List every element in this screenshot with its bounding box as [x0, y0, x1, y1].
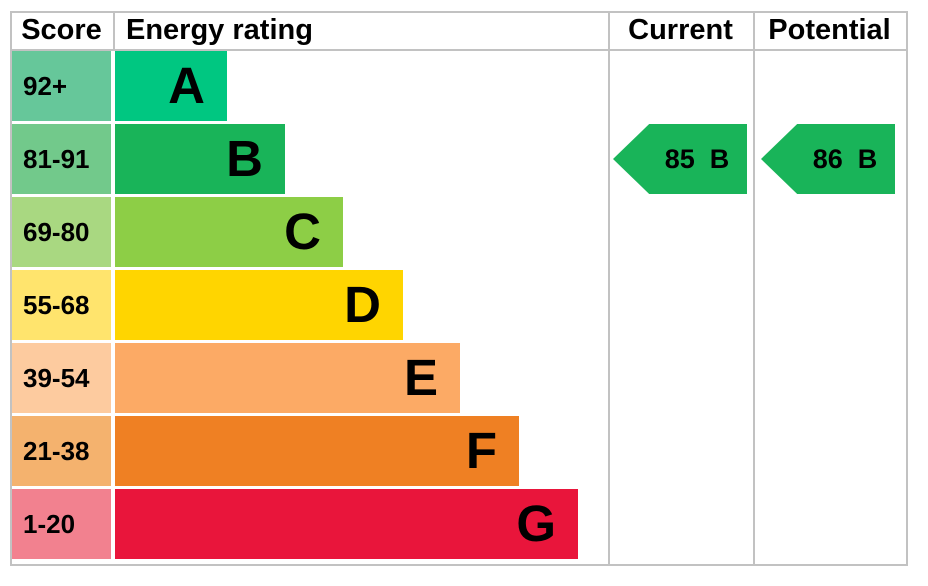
energy-rating-column-header: Energy rating	[126, 14, 313, 46]
band-row: 1-20 G	[0, 489, 928, 559]
potential-rating-value: 86	[812, 143, 843, 174]
current-rating-band: B	[709, 143, 730, 174]
band-row: 55-68 D	[0, 270, 928, 340]
score-range-label: 39-54	[23, 363, 90, 393]
rating-letter: B	[226, 130, 263, 187]
score-range-label: 21-38	[23, 436, 90, 466]
score-cell: 92+	[12, 51, 111, 121]
potential-column-header: Potential	[768, 14, 891, 46]
table-border-top	[10, 11, 908, 13]
score-column-divider	[113, 11, 115, 49]
rating-bar: F	[115, 416, 519, 486]
current-column-header: Current	[628, 14, 733, 46]
rating-letter: D	[344, 276, 381, 333]
rating-bar: A	[115, 51, 227, 121]
band-row: 81-91 B	[0, 124, 928, 194]
rating-bar: E	[115, 343, 460, 413]
score-cell: 21-38	[12, 416, 111, 486]
current-column-divider	[608, 11, 610, 566]
score-range-label: 1-20	[23, 509, 76, 539]
score-cell: 39-54	[12, 343, 111, 413]
band-row: 21-38 F	[0, 416, 928, 486]
potential-column-divider	[753, 11, 755, 566]
rating-bar: C	[115, 197, 343, 267]
score-cell: 81-91	[12, 124, 111, 194]
rating-bar: B	[115, 124, 285, 194]
score-cell: 55-68	[12, 270, 111, 340]
score-range-label: 92+	[23, 71, 68, 101]
table-border-right	[906, 11, 908, 566]
current-rating-value: 85	[664, 143, 695, 174]
header-bottom-border	[10, 49, 908, 51]
rating-bar: G	[115, 489, 578, 559]
rating-letter: C	[284, 203, 321, 260]
score-cell: 69-80	[12, 197, 111, 267]
table-border-left	[10, 11, 12, 566]
table-border-bottom	[10, 564, 908, 566]
score-cell: 1-20	[12, 489, 111, 559]
score-range-label: 69-80	[23, 217, 90, 247]
band-row: 39-54 E	[0, 343, 928, 413]
rating-letter: G	[516, 495, 556, 552]
rating-bar: D	[115, 270, 403, 340]
score-range-label: 55-68	[23, 290, 90, 320]
rating-letter: E	[403, 349, 438, 406]
rating-letter: A	[168, 57, 205, 114]
score-column-header: Score	[21, 14, 102, 46]
band-row: 92+ A	[0, 51, 928, 121]
rating-letter: F	[465, 422, 497, 479]
score-range-label: 81-91	[23, 144, 90, 174]
band-row: 69-80 C	[0, 197, 928, 267]
potential-rating-band: B	[857, 143, 878, 174]
